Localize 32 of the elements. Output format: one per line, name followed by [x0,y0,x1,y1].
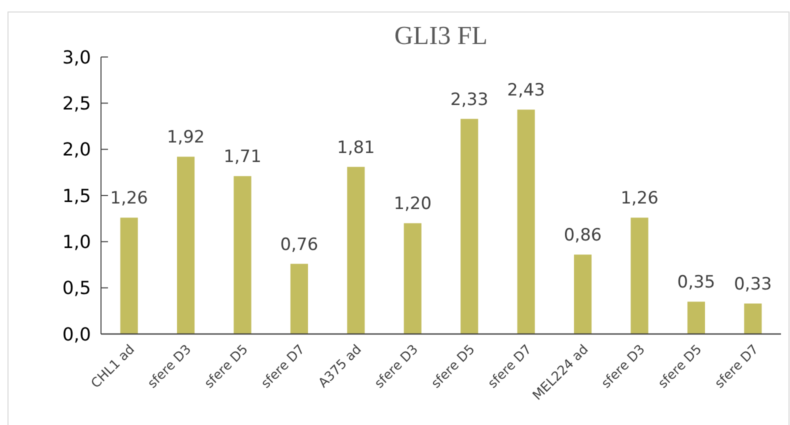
bar [347,166,365,334]
bar [687,302,706,334]
y-tick-label: 1,0 [62,232,91,253]
data-label: 0,86 [564,226,602,246]
y-tick-label: 1,5 [62,186,91,207]
data-label: 0,76 [280,234,318,255]
data-label: 1,26 [620,188,658,209]
data-label: 1,20 [394,194,432,214]
bar [517,110,535,334]
bar [574,254,592,334]
data-label: 2,33 [450,90,488,110]
y-tick-label: 0,5 [62,278,91,300]
bar [404,223,422,334]
bar [120,218,138,334]
y-tick-label: 0,0 [62,324,91,346]
chart-title: GLI3 FL [394,21,488,50]
data-label: 2,43 [507,80,545,101]
data-label: 0,35 [677,272,716,293]
bar [630,218,648,334]
bar [290,264,308,334]
bar [176,156,195,334]
data-label: 0,33 [734,274,772,295]
data-label: 1,71 [224,147,262,168]
bar [234,176,252,334]
data-label: 1,26 [110,188,148,209]
y-tick-label: 3,0 [62,47,91,68]
bar [460,118,478,334]
data-label: 1,92 [166,128,205,148]
y-tick-label: 2,0 [62,140,91,161]
data-label: 1,81 [337,138,375,158]
y-tick-label: 2,5 [62,93,91,114]
bar [744,304,762,334]
